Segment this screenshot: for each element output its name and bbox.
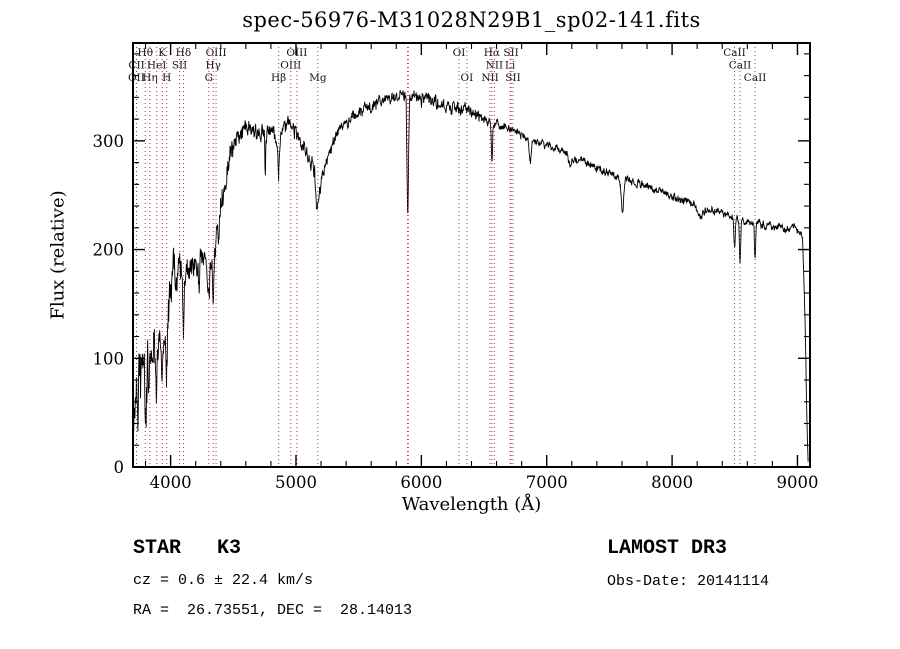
spectral-line-label: SII [503,47,519,59]
spectral-line-label: SII [172,60,188,72]
spectral-line-label: CaII [723,47,746,59]
x-tick-label: 5000 [275,473,317,492]
spectral-line-label: HeI [147,60,167,72]
x-axis-title: Wavelength (Å) [401,494,542,515]
spectral-line-label: OI [461,72,474,84]
y-tick-label: 300 [93,132,125,151]
spectral-line-label: NII [486,60,503,72]
spectral-line-label: OIII [206,47,227,59]
y-tick-label: 200 [93,241,125,260]
spectral-line-label: Hα [484,47,500,59]
spectral-line-label: CaII [744,72,767,84]
spectral-line-label: Mg [309,72,327,84]
spectral-line-label: OIII [280,60,301,72]
spectral-line-label: OI [453,47,466,59]
x-tick-label: 7000 [526,473,568,492]
figure-title: spec-56976-M31028N29B1_sp02-141.fits [242,8,701,32]
spectral-line-label: SII [505,72,521,84]
spectral-line-label: Hβ [271,72,286,84]
spectral-line-label: Hη [142,72,157,84]
y-tick-label: 100 [93,349,125,368]
spectral-line-label: G [205,72,213,84]
spectral-line-label: Li [505,60,516,72]
spectral-line-label: NII [481,72,498,84]
survey-label: LAMOST DR3 [607,537,728,560]
y-axis-title: Flux (relative) [47,190,69,320]
spectrum-line [132,90,809,466]
x-tick-label: 9000 [776,473,818,492]
plot-frame [132,42,811,468]
spectral-line-label: Hγ [205,60,220,72]
spectral-line-label: H [162,72,171,84]
spectral-line-label: CaII [729,60,752,72]
spectral-line-label: K [158,47,166,59]
spectral-line-label: CII [128,60,144,72]
x-tick-label: 8000 [651,473,693,492]
spectral-line-label: OIII [286,47,307,59]
redshift-velocity-label: cz = 0.6 ± 22.4 km/s [133,572,314,589]
obs-date-label: Obs-Date: 20141114 [607,573,770,590]
classification-label: STAR K3 [133,537,242,560]
x-tick-label: 4000 [150,473,192,492]
ra-dec-label: RA = 26.73551, DEC = 28.14013 [133,602,413,619]
spectral-line-label: Hδ [176,47,191,59]
y-tick-label: 0 [114,458,125,477]
x-tick-label: 6000 [400,473,442,492]
spectral-line-label: Hθ [138,47,153,59]
